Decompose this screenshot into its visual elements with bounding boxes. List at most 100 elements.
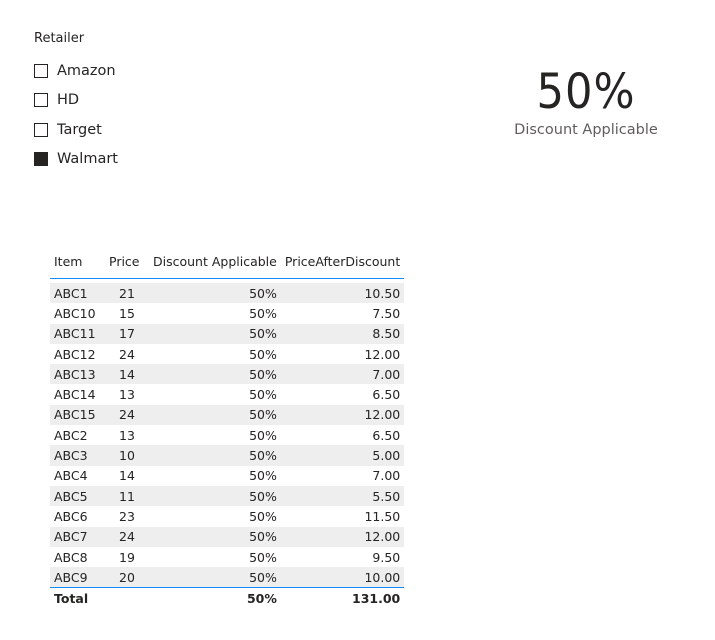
cell-item: ABC14 (54, 387, 96, 403)
cell-price: 11 (101, 485, 149, 507)
cell-price-after-discount: 5.00 (280, 445, 405, 466)
slicer-title: Retailer (34, 31, 85, 46)
cell-price-after-discount: 7.00 (372, 468, 401, 484)
cell-item: ABC5 (50, 485, 101, 507)
cell-item: ABC12 (54, 346, 96, 362)
cell-item: ABC3 (50, 445, 101, 466)
table-row[interactable]: ABC2 13 50% 6.50 (50, 425, 404, 445)
checkbox-icon[interactable] (34, 122, 48, 137)
table-row[interactable]: ABC10 15 50% 7.50 (50, 303, 404, 323)
cell-item: ABC13 (50, 364, 101, 385)
cell-price-after-discount: 11.50 (364, 508, 401, 524)
cell-price: 13 (119, 387, 135, 403)
cell-price: 20 (101, 567, 149, 588)
cell-item: ABC7 (50, 526, 101, 547)
column-header-price-after-discount[interactable]: PriceAfterDiscount (280, 251, 405, 279)
cell-price-after-discount: 6.50 (372, 427, 401, 443)
table-row[interactable]: ABC6 23 50% 11.50 (50, 506, 404, 526)
cell-discount: 50% (149, 364, 281, 385)
cell-discount: 50% (249, 468, 277, 484)
cell-price: 14 (119, 468, 135, 484)
total-price-after-discount: 131.00 (280, 587, 405, 609)
checkbox-icon[interactable] (34, 63, 48, 78)
checkbox-checked-icon[interactable] (34, 152, 48, 167)
cell-price: 21 (101, 283, 149, 304)
discount-card: 50% Discount Applicable (486, 60, 686, 138)
cell-price-after-discount: 7.50 (372, 305, 401, 321)
total-row: Total 50% 131.00 (50, 587, 405, 609)
table-row[interactable]: ABC9 20 50% 10.00 (50, 567, 405, 588)
cell-item: ABC1 (50, 283, 101, 304)
cell-price-after-discount: 12.00 (280, 526, 405, 547)
cell-discount: 50% (149, 323, 281, 344)
table-row[interactable]: ABC4 14 50% 7.00 (50, 466, 404, 486)
cell-price-after-discount: 7.00 (280, 364, 405, 385)
cell-price: 17 (101, 323, 149, 344)
column-header-price[interactable]: Price (101, 251, 149, 279)
cell-item: ABC10 (54, 305, 96, 321)
slicer-item-label: Amazon (57, 62, 116, 79)
cell-price: 24 (119, 346, 135, 362)
slicer-item-target[interactable]: Target (34, 115, 234, 145)
cell-price: 23 (119, 508, 135, 524)
total-discount: 50% (149, 587, 281, 609)
column-header-item[interactable]: Item (50, 251, 101, 279)
total-label: Total (50, 587, 101, 609)
table-row[interactable]: ABC15 24 50% 12.00 (50, 404, 405, 426)
cell-price: 19 (119, 549, 135, 565)
retailer-slicer: Retailer Amazon HD Target Walmart (34, 30, 234, 174)
checkbox-icon[interactable] (34, 93, 48, 108)
cell-discount: 50% (149, 404, 281, 426)
cell-price: 13 (119, 427, 135, 443)
cell-discount: 50% (249, 387, 277, 403)
table-row[interactable]: ABC13 14 50% 7.00 (50, 364, 405, 385)
slicer-item-amazon[interactable]: Amazon (34, 56, 234, 86)
table-row[interactable]: ABC3 10 50% 5.00 (50, 445, 405, 466)
card-value: 50% (536, 64, 636, 120)
cell-discount: 50% (149, 485, 281, 507)
cell-price-after-discount: 8.50 (280, 323, 405, 344)
cell-discount: 50% (149, 283, 281, 304)
column-header-discount-applicable[interactable]: Discount Applicable (149, 251, 281, 279)
cell-discount: 50% (249, 508, 277, 524)
cell-item: ABC2 (54, 427, 88, 443)
cell-price: 24 (101, 526, 149, 547)
slicer-item-label: Target (57, 121, 102, 138)
table-row[interactable]: ABC11 17 50% 8.50 (50, 323, 405, 344)
cell-discount: 50% (249, 346, 277, 362)
cell-item: ABC9 (50, 567, 101, 588)
cell-price: 14 (101, 364, 149, 385)
table-visual: Item Price Discount Applicable PriceAfte… (50, 251, 405, 609)
cell-price-after-discount: 12.00 (280, 404, 405, 426)
slicer-item-label: Walmart (57, 151, 118, 168)
table-row[interactable]: ABC14 13 50% 6.50 (50, 384, 404, 404)
cell-discount: 50% (249, 427, 277, 443)
cell-discount: 50% (249, 549, 277, 565)
cell-price: 10 (101, 445, 149, 466)
cell-item: ABC6 (54, 508, 88, 524)
cell-price-after-discount: 10.50 (280, 283, 405, 304)
table-row[interactable]: ABC8 19 50% 9.50 (50, 547, 404, 567)
cell-price-after-discount: 5.50 (280, 485, 405, 507)
table-row[interactable]: ABC12 24 50% 12.00 (50, 344, 404, 364)
cell-discount: 50% (149, 445, 281, 466)
cell-price: 24 (101, 404, 149, 426)
card-label: Discount Applicable (514, 122, 658, 138)
data-table: Item Price Discount Applicable PriceAfte… (50, 251, 405, 609)
slicer-item-walmart[interactable]: Walmart (34, 145, 234, 175)
cell-discount: 50% (149, 526, 281, 547)
cell-price-after-discount: 6.50 (372, 387, 401, 403)
total-price (101, 587, 149, 609)
cell-item: ABC4 (54, 468, 88, 484)
slicer-item-hd[interactable]: HD (34, 86, 234, 116)
table-row[interactable]: ABC1 21 50% 10.50 (50, 283, 405, 304)
cell-discount: 50% (149, 567, 281, 588)
cell-price-after-discount: 10.00 (280, 567, 405, 588)
table-row[interactable]: ABC5 11 50% 5.50 (50, 485, 405, 507)
cell-price: 15 (119, 305, 135, 321)
cell-price-after-discount: 12.00 (364, 346, 401, 362)
table-row[interactable]: ABC7 24 50% 12.00 (50, 526, 405, 547)
slicer-item-label: HD (57, 92, 80, 109)
cell-item: ABC11 (50, 323, 101, 344)
cell-item: ABC15 (50, 404, 101, 426)
